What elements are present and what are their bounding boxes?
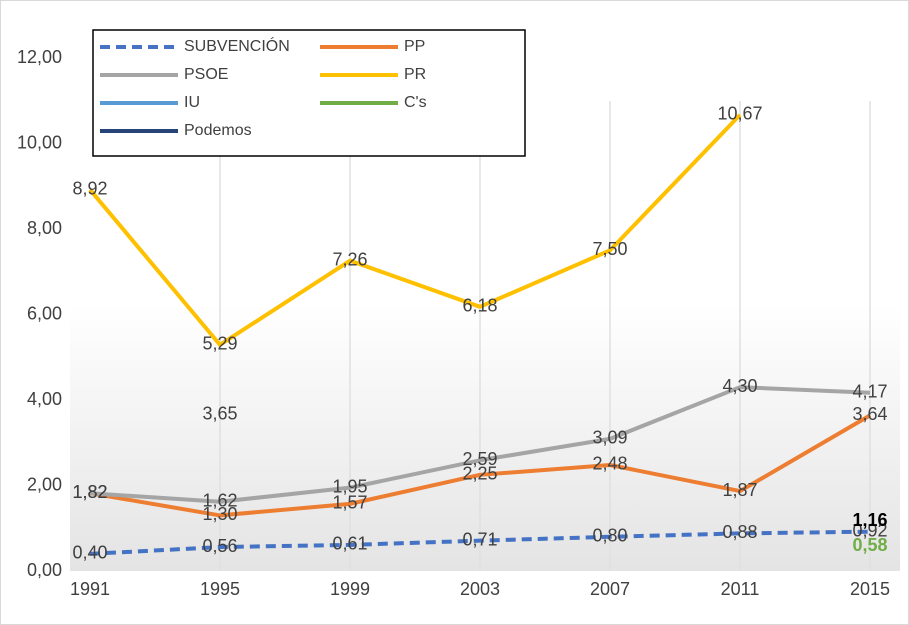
series-line	[89, 385, 871, 504]
y-tick-label: 0,00	[27, 560, 62, 580]
data-label: 1,95	[332, 476, 367, 496]
y-tick-label: 12,00	[17, 47, 62, 67]
x-tick-label: 2007	[590, 579, 630, 599]
data-label: 5,29	[202, 334, 237, 354]
data-label: 4,17	[852, 381, 887, 401]
data-label: 0,61	[332, 534, 367, 554]
data-label: 8,92	[72, 178, 107, 198]
data-label: 1,82	[72, 482, 107, 502]
data-label: 0,88	[722, 522, 757, 542]
series-line	[88, 113, 742, 347]
data-label: 1,30	[202, 504, 237, 524]
legend	[92, 29, 526, 157]
legend-label: PP	[404, 38, 425, 55]
data-label: 7,50	[592, 239, 627, 259]
y-tick-label: 6,00	[27, 303, 62, 323]
x-tick-label: 1995	[200, 579, 240, 599]
x-tick-label: 2015	[850, 579, 890, 599]
legend-label: IU	[184, 94, 200, 111]
x-tick-label: 2011	[721, 579, 760, 599]
data-label: 2,59	[462, 449, 497, 469]
data-label: 0,58	[852, 535, 887, 555]
legend-label: C's	[404, 94, 427, 111]
legend-label: PSOE	[184, 66, 228, 83]
series-line	[89, 529, 871, 556]
data-label: 0,71	[462, 529, 497, 549]
y-tick-label: 10,00	[17, 132, 62, 152]
data-label: 3,09	[592, 428, 627, 448]
legend-label: SUBVENCIÓN	[184, 36, 290, 55]
data-label: 0,92	[852, 520, 887, 540]
data-label: 0,80	[592, 526, 627, 546]
data-label: 0,56	[202, 536, 237, 556]
data-label: 2,25	[462, 464, 497, 484]
x-tick-label: 1999	[330, 579, 370, 599]
data-label: 1,16	[852, 510, 887, 530]
data-label: 6,18	[462, 296, 497, 316]
data-label: 7,26	[332, 249, 367, 269]
series-line	[89, 413, 872, 518]
data-label: 1,57	[332, 493, 367, 513]
legend-label: PR	[404, 66, 426, 83]
legend-label: Podemos	[184, 122, 252, 139]
data-label: 1,82	[72, 482, 107, 502]
x-tick-label: 2003	[460, 579, 500, 599]
data-label: 4,30	[722, 376, 757, 396]
y-tick-label: 8,00	[27, 218, 62, 238]
data-label: 3,65	[202, 404, 237, 424]
y-tick-label: 2,00	[27, 474, 62, 494]
data-label: 0,40	[72, 543, 107, 563]
y-tick-label: 4,00	[27, 389, 62, 409]
data-label: 1,87	[722, 480, 757, 500]
data-label: 3,64	[852, 404, 887, 424]
x-tick-label: 1991	[70, 579, 110, 599]
data-label: 10,67	[717, 104, 762, 124]
data-label: 1,62	[202, 490, 237, 510]
data-label: 2,48	[592, 454, 627, 474]
